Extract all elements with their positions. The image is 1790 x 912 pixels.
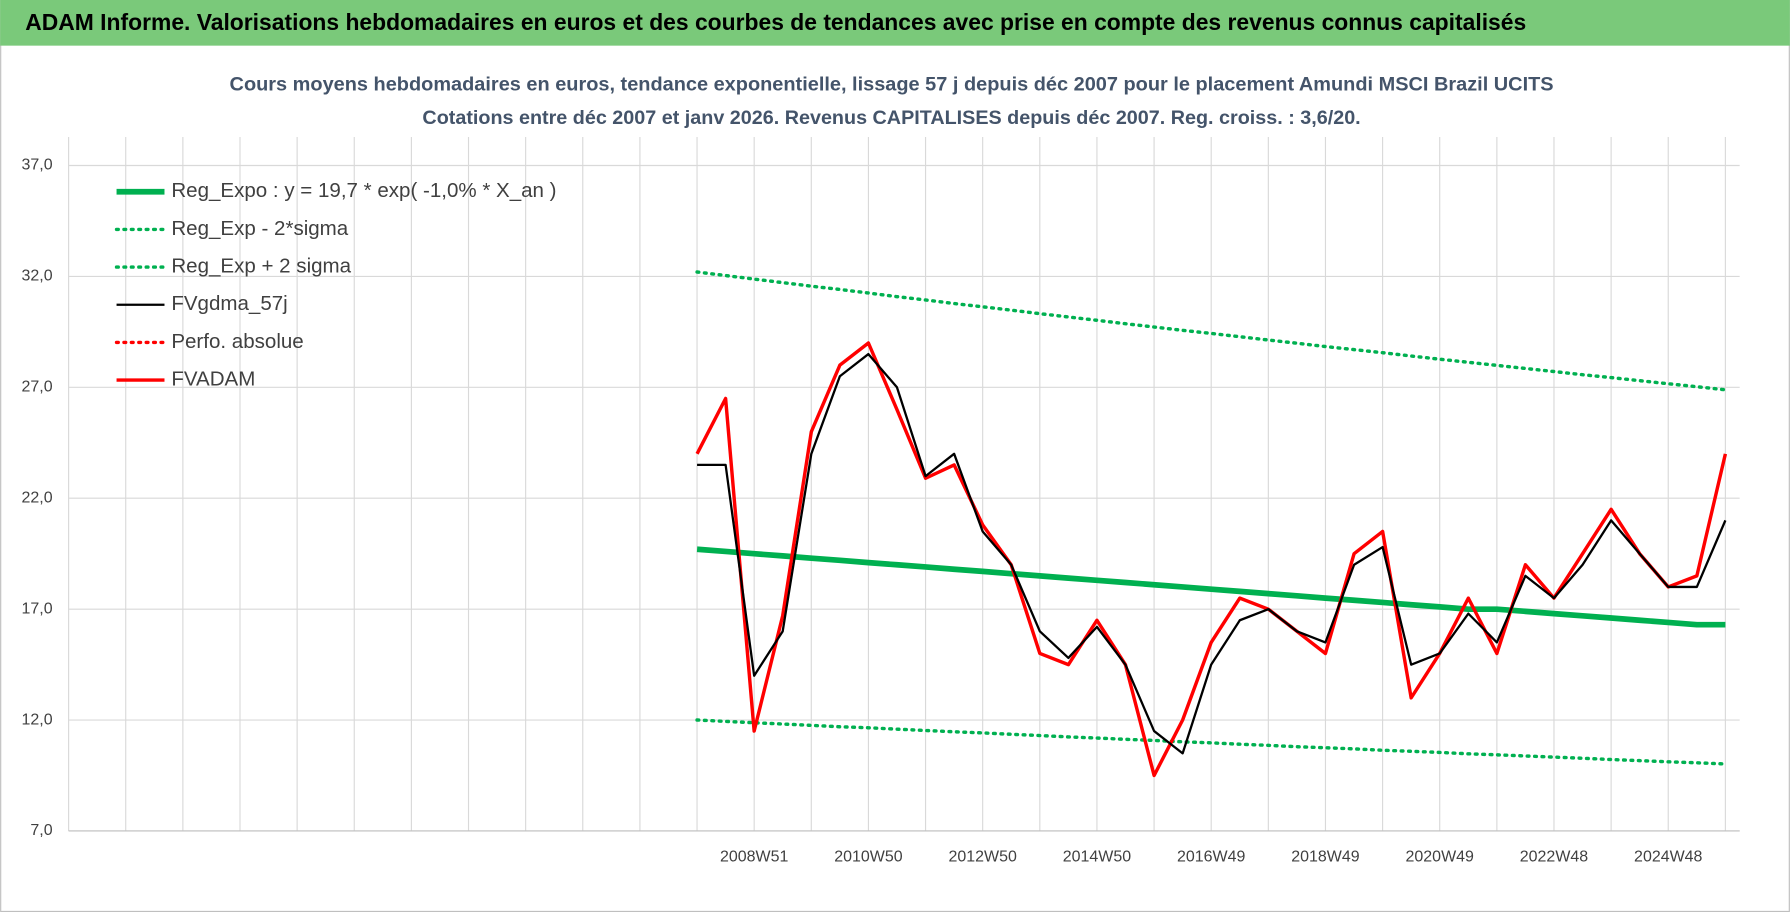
legend-label: Reg_Exp - 2*sigma <box>171 217 348 240</box>
chart-title: Cours moyens hebdomadaires en euros, ten… <box>230 74 1554 96</box>
y-tick-label: 37,0 <box>22 157 53 174</box>
series-line <box>696 546 1726 628</box>
series-line <box>695 270 1728 392</box>
legend-label: FVgdma_57j <box>171 292 287 315</box>
legend-label: Perfo. absolue <box>171 330 303 353</box>
y-tick-label: 17,0 <box>22 600 53 617</box>
legend-label: Reg_Expo : y = 19,7 * exp( -1,0% * X_an … <box>171 179 556 202</box>
series-line <box>697 352 1727 755</box>
y-tick-label: 7,0 <box>30 822 52 839</box>
x-tick-label: 2010W50 <box>834 848 902 865</box>
x-tick-label: 2008W51 <box>720 848 788 865</box>
x-tick-label: 2024W48 <box>1634 848 1702 865</box>
y-tick-label: 27,0 <box>22 379 53 396</box>
x-tick-label: 2012W50 <box>949 848 1017 865</box>
header-title: ADAM Informe. Valorisations hebdomadaire… <box>25 9 1526 35</box>
y-tick-label: 12,0 <box>22 711 53 728</box>
y-tick-label: 32,0 <box>22 268 53 285</box>
x-tick-label: 2022W48 <box>1520 848 1588 865</box>
y-tick-label: 22,0 <box>22 489 53 506</box>
x-tick-label: 2018W49 <box>1291 848 1359 865</box>
x-tick-label: 2014W50 <box>1063 848 1131 865</box>
legend-label: FVADAM <box>171 368 255 391</box>
series-line <box>695 718 1728 766</box>
x-tick-label: 2020W49 <box>1406 848 1474 865</box>
x-tick-label: 2016W49 <box>1177 848 1245 865</box>
chart-subtitle: Cotations entre déc 2007 et janv 2026. R… <box>422 107 1360 129</box>
legend-label: Reg_Exp + 2 sigma <box>171 255 351 278</box>
header-bar <box>0 0 1790 46</box>
